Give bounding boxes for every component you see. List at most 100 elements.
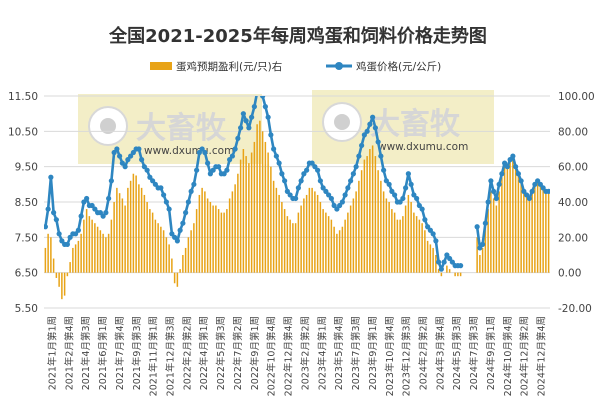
profit-bar xyxy=(352,198,355,273)
egg-price-point xyxy=(130,149,136,156)
x-tick-label: 2022年10月第4周 xyxy=(266,316,278,396)
egg-price-point xyxy=(188,188,194,194)
egg-price-point xyxy=(375,139,381,145)
profit-bar xyxy=(110,219,113,273)
profit-bar xyxy=(228,198,231,273)
legend-line-marker xyxy=(335,62,343,70)
profit-bar xyxy=(61,272,63,300)
profit-bar xyxy=(250,152,253,273)
egg-price-point xyxy=(320,185,326,191)
egg-price-point xyxy=(183,210,189,216)
egg-price-point xyxy=(458,263,464,269)
profit-bar xyxy=(193,223,195,273)
profit-bar xyxy=(209,202,212,273)
profit-bar xyxy=(281,202,283,273)
profit-bar xyxy=(448,269,451,273)
profit-bar xyxy=(278,194,280,273)
egg-price-point xyxy=(232,146,238,152)
egg-price-point xyxy=(125,157,131,163)
x-tick-label: 2021年4月第3周 xyxy=(80,316,92,390)
egg-price-point xyxy=(405,171,411,177)
egg-price-point xyxy=(279,171,285,177)
egg-price-point xyxy=(199,146,205,152)
egg-price-point xyxy=(216,164,222,170)
profit-bar xyxy=(52,258,55,273)
profit-bar xyxy=(459,272,462,277)
profit-bar xyxy=(371,145,374,273)
egg-price-point xyxy=(337,202,343,209)
profit-bar xyxy=(385,198,388,273)
profit-bar xyxy=(410,202,412,273)
profit-bar xyxy=(264,141,267,273)
profit-bar xyxy=(303,198,305,273)
profit-bar xyxy=(116,187,118,273)
egg-price-point xyxy=(444,252,450,258)
egg-price-point xyxy=(144,167,150,173)
egg-price-point xyxy=(282,178,288,184)
egg-price-point xyxy=(513,164,519,170)
egg-price-point xyxy=(260,96,266,99)
egg-price-point xyxy=(345,185,351,191)
egg-price-point xyxy=(430,231,436,237)
egg-price-point xyxy=(64,241,70,247)
egg-price-point xyxy=(524,192,530,198)
profit-bar xyxy=(360,170,363,273)
profit-bar xyxy=(547,191,550,273)
egg-price-point xyxy=(441,259,447,265)
x-tick-label: 2024年10月第4周 xyxy=(502,316,514,396)
profit-bar xyxy=(391,209,393,273)
profit-bar xyxy=(338,230,341,273)
egg-price-point xyxy=(436,259,442,265)
egg-price-point xyxy=(422,217,428,223)
profit-bar xyxy=(435,255,437,273)
egg-price-point xyxy=(537,181,543,187)
egg-price-point xyxy=(293,195,299,202)
profit-bar xyxy=(429,244,432,273)
egg-price-point xyxy=(169,231,175,237)
profit-bar xyxy=(234,184,236,273)
egg-price-point xyxy=(389,188,395,194)
watermark-domain: www.dxumu.com xyxy=(378,141,468,153)
egg-price-point xyxy=(411,192,417,198)
profit-bar xyxy=(47,233,49,273)
right-tick-label: -20.00 xyxy=(558,303,592,315)
x-tick-label: 2024年2月第2周 xyxy=(418,316,430,390)
profit-bar xyxy=(396,219,399,273)
profit-bar xyxy=(237,173,239,273)
profit-bar xyxy=(495,205,498,273)
chart-title: 全国2021-2025年每周鸡蛋和饲料价格走势图 xyxy=(108,25,487,47)
profit-bar xyxy=(283,209,286,273)
egg-price-point xyxy=(44,224,48,230)
egg-price-point xyxy=(221,171,227,177)
profit-bar xyxy=(366,156,368,273)
profit-bar xyxy=(113,202,115,273)
profit-bar xyxy=(176,272,179,287)
egg-price-point xyxy=(334,206,340,212)
watermark-logo-dot xyxy=(334,114,350,130)
egg-price-point xyxy=(400,195,406,202)
x-tick-label: 2024年9月第1周 xyxy=(485,316,497,390)
egg-price-point xyxy=(56,231,62,237)
egg-price-point xyxy=(447,255,453,262)
egg-price-point xyxy=(499,171,505,177)
egg-price-point xyxy=(348,178,354,184)
egg-price-point xyxy=(92,206,98,212)
egg-price-point xyxy=(312,164,318,170)
profit-bar xyxy=(245,156,247,273)
profit-bar xyxy=(514,166,517,273)
egg-price-point xyxy=(488,178,494,184)
egg-price-point xyxy=(53,217,59,223)
profit-bar xyxy=(107,233,110,273)
profit-bar xyxy=(220,212,223,273)
profit-bar xyxy=(374,156,377,273)
profit-bar xyxy=(355,191,357,273)
egg-price-point xyxy=(194,167,200,173)
egg-price-point xyxy=(235,135,241,141)
egg-price-point xyxy=(268,132,274,138)
legend: 蛋鸡预期盈利(元/只)右 鸡蛋价格(元/公斤) xyxy=(150,60,441,73)
egg-price-point xyxy=(414,195,420,202)
profit-bar xyxy=(487,209,489,273)
profit-bar xyxy=(129,180,132,273)
profit-bar xyxy=(44,247,47,273)
profit-bar xyxy=(512,156,514,273)
